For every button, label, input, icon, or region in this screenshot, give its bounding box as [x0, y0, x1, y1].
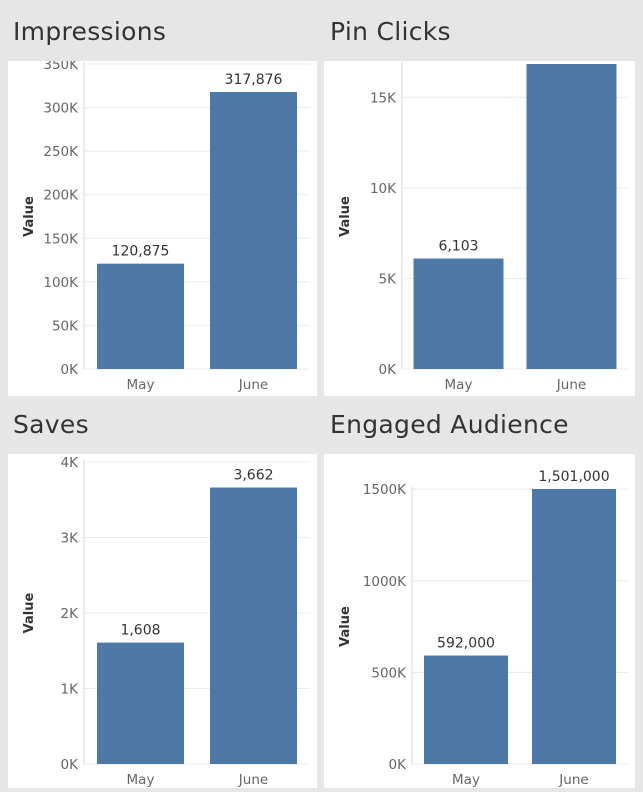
y-axis-title: Value: [338, 196, 353, 237]
y-tick-label: 15K: [370, 90, 397, 106]
y-axis-title: Value: [22, 196, 37, 237]
x-category-label: June: [556, 377, 586, 393]
chart-panel-engaged-audience: 0K 500K 1000K 1500K Value 592,000 May 1,501,000…: [324, 454, 635, 788]
bar-pin-clicks-june[interactable]: [526, 64, 617, 369]
y-tick-label: 2K: [61, 606, 80, 622]
data-label: 592,000: [437, 636, 495, 652]
data-label: 317,876: [225, 72, 283, 88]
y-tick-label: 5K: [379, 271, 398, 287]
y-tick-label: 0K: [61, 757, 80, 773]
bar-engaged-audience-may[interactable]: [424, 655, 508, 764]
data-label: 1,608: [120, 623, 160, 639]
x-category-label: May: [452, 772, 480, 788]
chart-title-saves: Saves: [13, 410, 89, 439]
data-label: 3,662: [233, 468, 273, 484]
chart-panel-saves: 0K 1K 2K 3K 4K Value 1,608 May 3,662 June: [8, 454, 317, 788]
bar-chart-saves: 0K 1K 2K 3K 4K Value 1,608 May 3,662 June: [22, 455, 310, 788]
y-tick-label: 1K: [61, 682, 80, 698]
bar-chart-engaged-audience: 0K 500K 1000K 1500K Value 592,000 May 1,501,000…: [338, 469, 628, 788]
y-tick-label: 350K: [43, 61, 79, 73]
bar-engaged-audience-june[interactable]: [532, 489, 616, 764]
y-axis-title: Value: [338, 606, 353, 647]
chart-title-engaged-audience: Engaged Audience: [330, 410, 569, 439]
x-category-label: May: [127, 772, 155, 788]
data-label: 6,103: [438, 239, 478, 255]
y-tick-label: 1500K: [363, 482, 407, 498]
y-tick-label: 100K: [43, 275, 79, 291]
x-category-label: May: [445, 377, 473, 393]
bar-pin-clicks-may[interactable]: [413, 258, 504, 369]
y-tick-label: 200K: [43, 188, 79, 204]
y-tick-label: 10K: [370, 181, 397, 197]
data-label: 120,875: [112, 244, 170, 260]
bar-impressions-june[interactable]: [210, 91, 297, 369]
bar-saves-june[interactable]: [210, 487, 297, 764]
x-category-label: June: [558, 772, 588, 788]
x-category-label: June: [238, 377, 268, 393]
chart-title-pin-clicks: Pin Clicks: [330, 17, 451, 46]
chart-title-impressions: Impressions: [13, 17, 167, 46]
y-tick-label: 300K: [43, 101, 79, 117]
chart-panel-impressions: 0K 50K 100K 150K 200K 250K 300K 350K Value 120,87…: [8, 61, 317, 396]
y-axis-title: Value: [22, 592, 37, 633]
y-tick-label: 1000K: [363, 574, 407, 590]
y-tick-label: 3K: [61, 531, 80, 547]
y-tick-label: 500K: [371, 665, 407, 681]
y-tick-label: 0K: [389, 757, 408, 773]
bar-impressions-may[interactable]: [97, 263, 184, 369]
x-category-label: May: [127, 377, 155, 393]
bar-saves-may[interactable]: [97, 642, 184, 764]
y-tick-label: 50K: [52, 318, 79, 334]
x-category-label: June: [238, 772, 268, 788]
bar-chart-impressions: 0K 50K 100K 150K 200K 250K 300K 350K Value 120,87…: [22, 61, 310, 393]
y-tick-label: 250K: [43, 144, 79, 160]
y-tick-label: 0K: [61, 362, 80, 378]
y-tick-label: 150K: [43, 231, 79, 247]
y-tick-label: 4K: [61, 455, 80, 471]
data-label: 1,501,000: [538, 469, 609, 485]
y-tick-label: 0K: [379, 362, 398, 378]
